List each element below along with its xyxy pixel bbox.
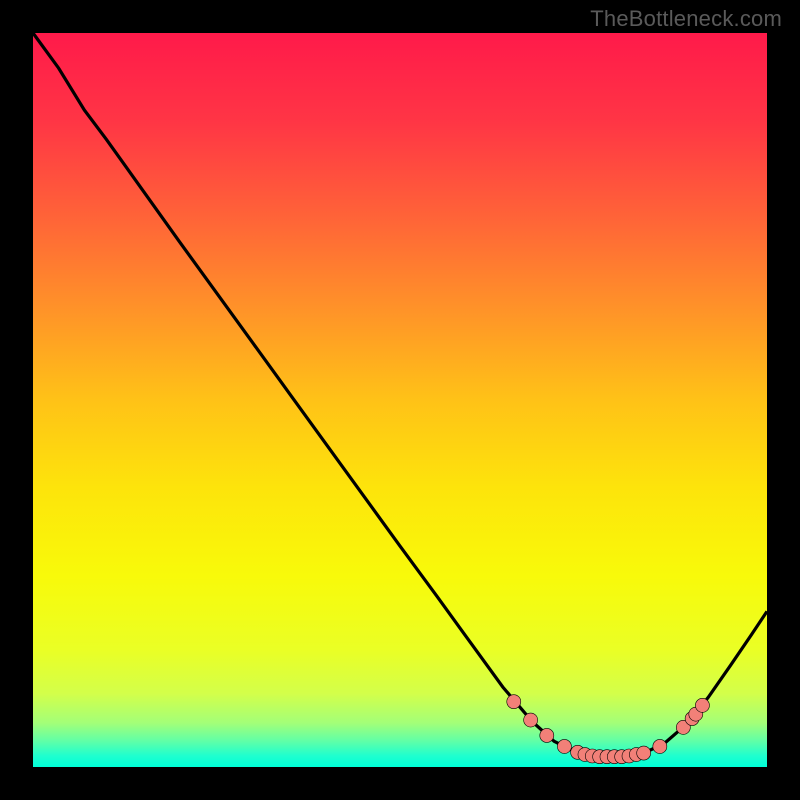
curve-marker xyxy=(507,695,521,709)
chart-curve-layer xyxy=(33,33,767,767)
curve-markers xyxy=(507,695,710,764)
curve-marker xyxy=(653,739,667,753)
chart-plot-area xyxy=(33,33,767,767)
bottleneck-curve xyxy=(33,33,767,757)
curve-marker xyxy=(557,739,571,753)
curve-marker xyxy=(695,698,709,712)
curve-marker xyxy=(637,746,651,760)
watermark-text: TheBottleneck.com xyxy=(590,6,782,32)
curve-marker xyxy=(540,728,554,742)
curve-marker xyxy=(524,713,538,727)
